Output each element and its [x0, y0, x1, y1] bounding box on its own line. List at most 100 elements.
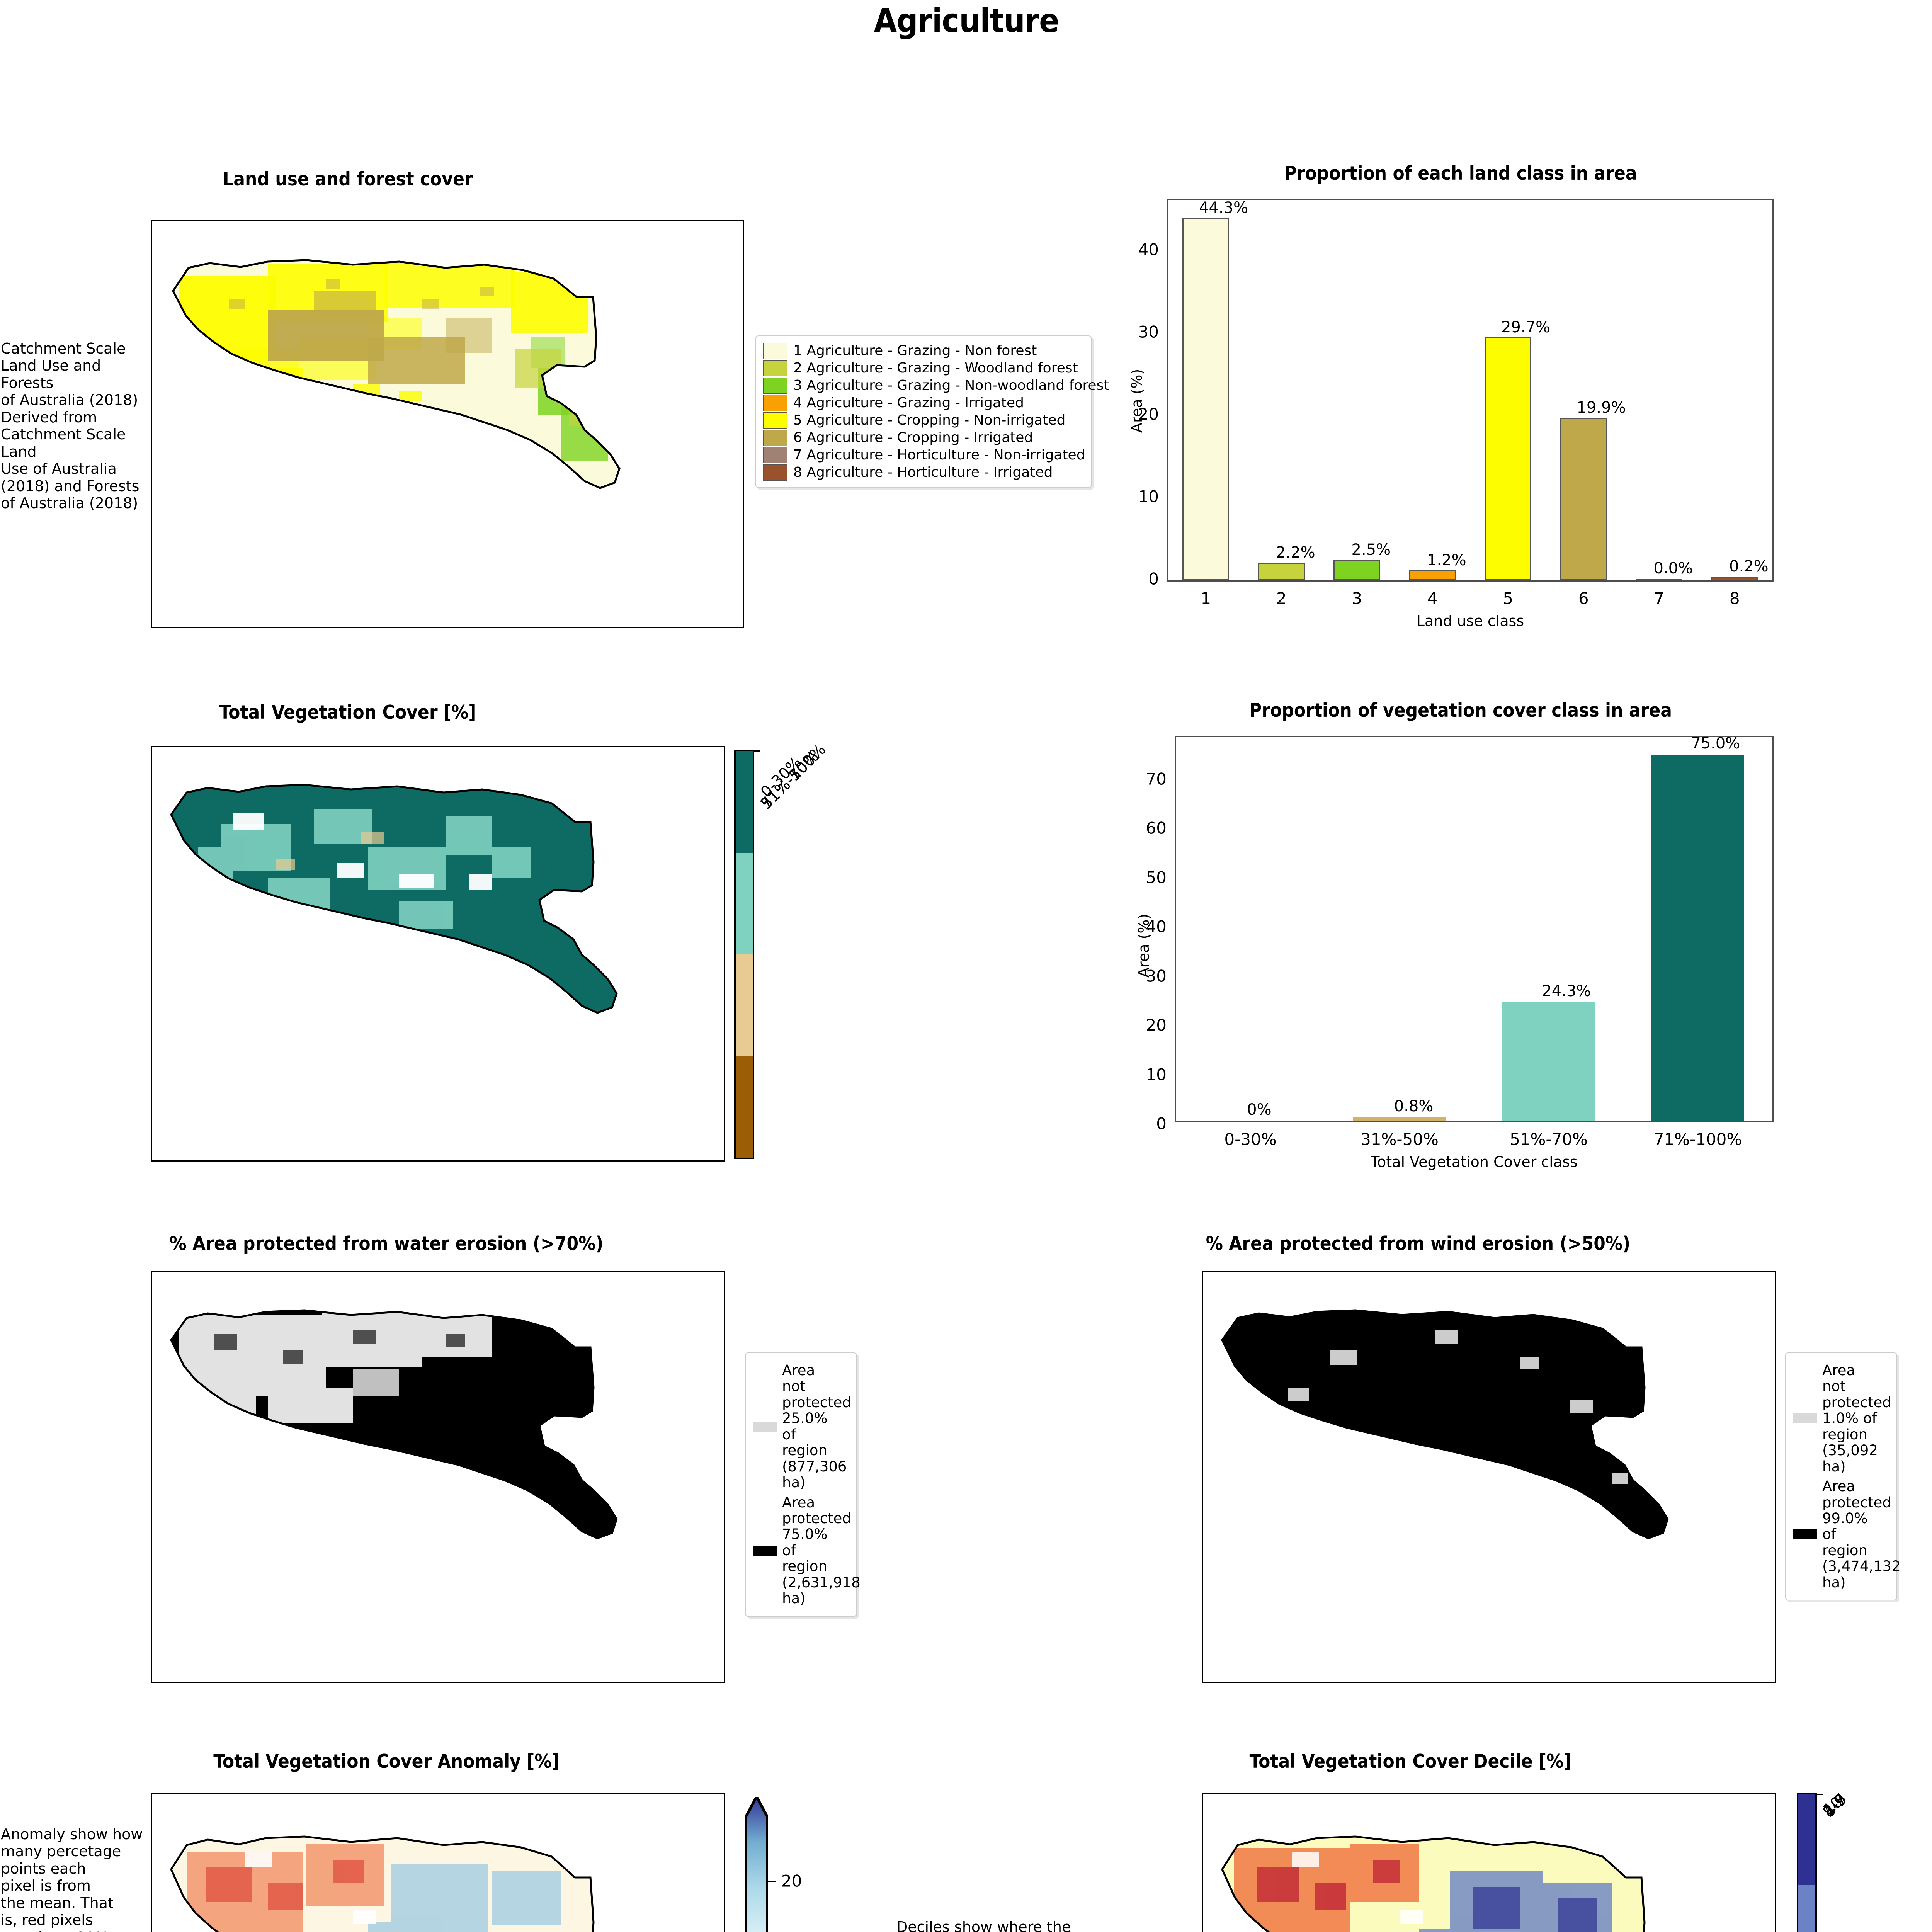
chart2-ytick: 40: [1146, 917, 1167, 936]
bar-cell: 0.8%: [1325, 737, 1474, 1121]
legend-label: Area not protected 25.0% of region (877,…: [782, 1362, 851, 1491]
legend-label: Area not protected 1.0% of region (35,09…: [1822, 1362, 1891, 1475]
chart2-ytick: 20: [1146, 1015, 1167, 1035]
chart1-ytick: 0: [1148, 569, 1159, 588]
chart2-plot-area: 70 60 50 40 30 20 10 0 0% 0.8% 24.3% 75.…: [1146, 735, 1774, 1149]
veg-cover-map[interactable]: [151, 746, 725, 1162]
legend-label: Area protected 75.0% of region (2,631,91…: [782, 1494, 861, 1607]
legend-swatch-icon: [763, 343, 787, 359]
chart1-xtick: 1: [1201, 589, 1211, 608]
bar-value-label: 44.3%: [1199, 199, 1248, 217]
anomaly-map[interactable]: [151, 1793, 725, 1932]
water-erosion-legend: Area not protected 25.0% of region (877,…: [745, 1352, 861, 1617]
legend-item: Area protected 75.0% of region (2,631,91…: [753, 1494, 861, 1607]
bar-cell: 19.9%: [1546, 200, 1626, 580]
bar[interactable]: 0.2%: [1711, 558, 1769, 580]
legend-item: 5 Agriculture - Cropping - Non-irrigated: [763, 412, 1084, 429]
anomaly-note: Anomaly show how many percetage points e…: [1, 1826, 143, 1932]
water-erosion-map[interactable]: [151, 1271, 725, 1683]
legend-label: 2 Agriculture - Grazing - Woodland fores…: [793, 360, 1078, 376]
chart2-xlabel: Total Vegetation Cover class: [1371, 1153, 1578, 1170]
legend-swatch-icon: [763, 378, 787, 394]
legend-label: 4 Agriculture - Grazing - Irrigated: [793, 395, 1024, 411]
water-erosion-map-title: % Area protected from water erosion (>70…: [169, 1233, 604, 1255]
chart2-xtick: 0-30%: [1224, 1130, 1277, 1149]
land-use-source-note: Catchment Scale Land Use and Forests of …: [1, 340, 139, 512]
chart1-xtick: 5: [1503, 589, 1514, 608]
chart1-xtick: 8: [1729, 589, 1740, 608]
anomaly-colorbar-graphic: [744, 1794, 769, 1932]
legend-item: 3 Agriculture - Grazing - Non-woodland f…: [763, 378, 1109, 394]
bar[interactable]: 24.3%: [1502, 982, 1595, 1121]
bar[interactable]: 2.5%: [1333, 541, 1391, 580]
land-use-map-title: Land use and forest cover: [223, 168, 473, 190]
legend-item: 4 Agriculture - Grazing - Irrigated: [763, 395, 1084, 411]
bar-cell: 24.3%: [1474, 737, 1623, 1121]
colorbar-segment: 71%-100%: [736, 741, 829, 853]
bar-value-label: 0.0%: [1653, 560, 1693, 577]
bar-value-label: 0.8%: [1394, 1097, 1434, 1116]
bar[interactable]: 0.8%: [1353, 1097, 1446, 1121]
bar[interactable]: 29.7%: [1485, 318, 1550, 580]
legend-swatch-icon: [763, 412, 787, 429]
bar-cell: 1.2%: [1395, 200, 1471, 580]
bar-value-label: 0.2%: [1729, 558, 1769, 576]
decile-map[interactable]: [1202, 1793, 1776, 1932]
bar-cell: 2.2%: [1244, 200, 1320, 580]
chart2-ytick: 50: [1146, 868, 1167, 887]
legend-label: 7 Agriculture - Horticulture - Non-irrig…: [793, 447, 1085, 463]
chart1-title: Proportion of each land class in area: [1284, 162, 1637, 184]
bar-value-label: 2.2%: [1276, 543, 1315, 561]
land-class-bar-chart: Proportion of each land class in area 40…: [1113, 162, 1808, 645]
land-use-map[interactable]: [151, 220, 744, 628]
wind-erosion-map[interactable]: [1202, 1271, 1776, 1683]
colorbar-segment: 0-30%: [736, 750, 805, 1158]
wind-erosion-map-title: % Area protected from wind erosion (>50%…: [1206, 1233, 1631, 1255]
chart1-bars: 44.3% 2.2% 2.5% 1.2% 29.7% 19.9% 0.0% 0.…: [1168, 199, 1772, 580]
bar-cell: 2.5%: [1319, 200, 1395, 580]
legend-swatch-icon: [753, 1421, 777, 1432]
legend-item: 6 Agriculture - Cropping - Irrigated: [763, 430, 1084, 446]
chart1-xlabel: Land use class: [1416, 612, 1524, 629]
chart2-ytick: 60: [1146, 818, 1167, 838]
chart1-xtick: 2: [1276, 589, 1287, 608]
bar-value-label: 75.0%: [1691, 734, 1740, 752]
legend-item: Area protected 99.0% of region (3,474,13…: [1793, 1478, 1901, 1591]
legend-swatch-icon: [763, 395, 787, 411]
colorbar-segment: 8-9: [1798, 1791, 1850, 1932]
page-title: Agriculture: [874, 2, 1059, 40]
colorbar-segment: 31%-50%: [736, 748, 822, 1056]
legend-label: 1 Agriculture - Grazing - Non forest: [793, 343, 1037, 359]
decile-note: Deciles show where the pixel value lies …: [896, 1918, 1071, 1932]
bar-value-label: 0%: [1247, 1101, 1272, 1119]
bar[interactable]: 0.0%: [1636, 560, 1693, 580]
legend-item: Area not protected 1.0% of region (35,09…: [1793, 1362, 1891, 1475]
bar-cell: 29.7%: [1470, 200, 1550, 580]
legend-label: Area protected 99.0% of region (3,474,13…: [1822, 1478, 1901, 1591]
chart1-xtick: 3: [1352, 589, 1362, 608]
legend-item: 7 Agriculture - Horticulture - Non-irrig…: [763, 447, 1085, 463]
bar[interactable]: 2.2%: [1258, 544, 1315, 580]
legend-item: Area not protected 25.0% of region (877,…: [753, 1362, 851, 1491]
bar[interactable]: 44.3%: [1182, 199, 1248, 580]
bar[interactable]: 1.2%: [1409, 551, 1466, 580]
chart1-xtick: 7: [1654, 589, 1665, 608]
bar[interactable]: 75.0%: [1651, 735, 1744, 1121]
bar[interactable]: 19.9%: [1560, 399, 1626, 580]
veg-cover-map-graphic: [170, 784, 618, 1014]
bar-cell: 75.0%: [1623, 735, 1772, 1121]
chart2-ylabel: Area (%): [1135, 913, 1152, 978]
bar-value-label: 24.3%: [1542, 982, 1591, 1000]
chart2-ytick: 10: [1146, 1065, 1167, 1084]
veg-cover-map-title: Total Vegetation Cover [%]: [219, 701, 476, 723]
land-use-legend: 1 Agriculture - Grazing - Non forest 2 A…: [755, 335, 1109, 488]
legend-item: 2 Agriculture - Grazing - Woodland fores…: [763, 360, 1084, 376]
chart2-title: Proportion of vegetation cover class in …: [1249, 699, 1672, 721]
chart2-xtick: 71%-100%: [1653, 1130, 1742, 1149]
land-use-map-graphic: [172, 259, 621, 489]
chart1-ytick: 30: [1138, 322, 1159, 342]
bar-cell: 44.3%: [1168, 199, 1248, 580]
colorbar-segment: 51%-70%: [736, 748, 822, 954]
legend-item: 8 Agriculture - Horticulture - Irrigated: [763, 464, 1084, 481]
bar-value-label: 29.7%: [1501, 318, 1551, 337]
